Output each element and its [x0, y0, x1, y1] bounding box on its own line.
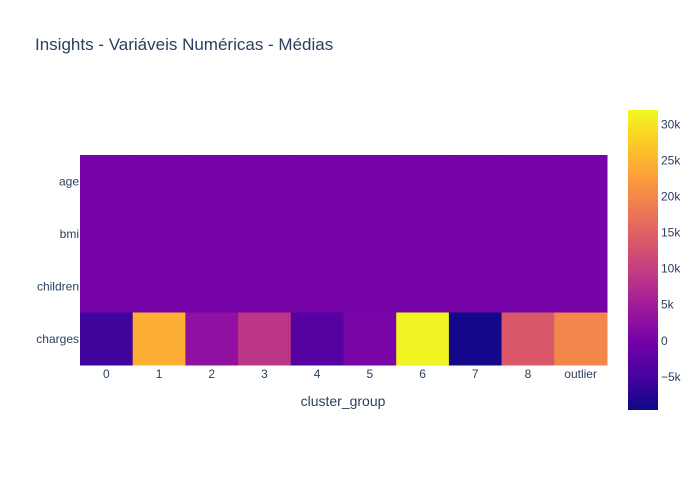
heatmap-cell-children-7 — [448, 260, 503, 313]
heatmap-cell-children-3 — [238, 260, 292, 313]
x-tick-label: 6 — [419, 367, 426, 381]
heatmap-cell-age-outlier — [554, 155, 608, 208]
heatmap-cell-bmi-4 — [290, 207, 344, 261]
x-tick-label: outlier — [564, 367, 597, 381]
colorbar-tick-label: 5k — [661, 298, 675, 312]
heatmap-cell-age-1 — [132, 155, 186, 208]
x-tick-label: 3 — [261, 367, 268, 381]
heatmap-cell-children-5 — [343, 260, 397, 313]
heatmap-cell-bmi-3 — [238, 207, 292, 261]
heatmap-cell-children-6 — [396, 260, 450, 313]
y-axis-ticks: age bmi children charges — [36, 174, 79, 346]
x-tick-label: 8 — [525, 367, 532, 381]
heatmap-cell-bmi-1 — [132, 207, 186, 261]
heatmap-cell-charges-6 — [396, 312, 450, 366]
heatmap-cell-charges-1 — [132, 312, 186, 366]
heatmap-cell-charges-4 — [290, 312, 344, 366]
colorbar-tick-label: 25k — [661, 153, 681, 167]
x-tick-label: 7 — [472, 367, 479, 381]
heatmap-cell-bmi-5 — [343, 207, 397, 261]
x-tick-label: 2 — [208, 367, 215, 381]
heatmap-cell-age-5 — [343, 155, 397, 208]
heatmap-cell-children-outlier — [554, 260, 608, 313]
x-tick-label: 4 — [314, 367, 321, 381]
heatmap-cell-children-2 — [185, 260, 239, 313]
heatmap-cell-bmi-8 — [501, 207, 555, 261]
heatmap-cell-charges-2 — [185, 312, 239, 366]
chart-title: Insights - Variáveis Numéricas - Médias — [35, 35, 333, 54]
heatmap-cell-charges-outlier — [554, 312, 608, 366]
heatmap-cell-age-8 — [501, 155, 555, 208]
heatmap-cell-charges-3 — [238, 312, 292, 366]
heatmap-cell-charges-0 — [80, 312, 134, 366]
heatmap-cell-bmi-7 — [448, 207, 503, 261]
y-tick-label: bmi — [60, 227, 79, 241]
heatmap-cell-bmi-0 — [80, 207, 134, 261]
heatmap-cells — [80, 155, 608, 366]
y-tick-label: age — [59, 174, 79, 188]
heatmap-cell-charges-8 — [501, 312, 555, 366]
x-tick-label: 1 — [156, 367, 163, 381]
heatmap-cell-bmi-6 — [396, 207, 450, 261]
colorbar-tick-label: 10k — [661, 262, 681, 276]
x-axis-ticks: 0 1 2 3 4 5 6 7 8 outlier — [103, 367, 597, 381]
heatmap-cell-age-3 — [238, 155, 292, 208]
heatmap-cell-children-4 — [290, 260, 344, 313]
heatmap-cell-charges-7 — [448, 312, 503, 366]
colorbar-tick-label: 20k — [661, 190, 681, 204]
heatmap-cell-age-7 — [448, 155, 503, 208]
x-tick-label: 0 — [103, 367, 110, 381]
x-tick-label: 5 — [367, 367, 374, 381]
heatmap-cell-age-2 — [185, 155, 239, 208]
heatmap-cell-age-6 — [396, 155, 450, 208]
colorbar-tick-label: 15k — [661, 226, 681, 240]
heatmap-cell-bmi-2 — [185, 207, 239, 261]
heatmap-cell-children-8 — [501, 260, 555, 313]
colorbar-tick-label: −5k — [661, 370, 682, 384]
heatmap-cell-bmi-outlier — [554, 207, 608, 261]
y-tick-label: charges — [36, 332, 79, 346]
heatmap-cell-children-0 — [80, 260, 134, 313]
heatmap-cell-age-0 — [80, 155, 134, 208]
heatmap-cell-children-1 — [132, 260, 186, 313]
colorbar-ticks: −5k 0 5k 10k 15k 20k 25k 30k — [661, 117, 682, 383]
heatmap-cell-charges-5 — [343, 312, 397, 366]
colorbar — [628, 110, 658, 410]
y-tick-label: children — [37, 279, 79, 293]
x-axis-title: cluster_group — [301, 393, 386, 409]
heatmap-cell-age-4 — [290, 155, 344, 208]
colorbar-tick-label: 0 — [661, 334, 668, 348]
colorbar-tick-label: 30k — [661, 117, 681, 131]
